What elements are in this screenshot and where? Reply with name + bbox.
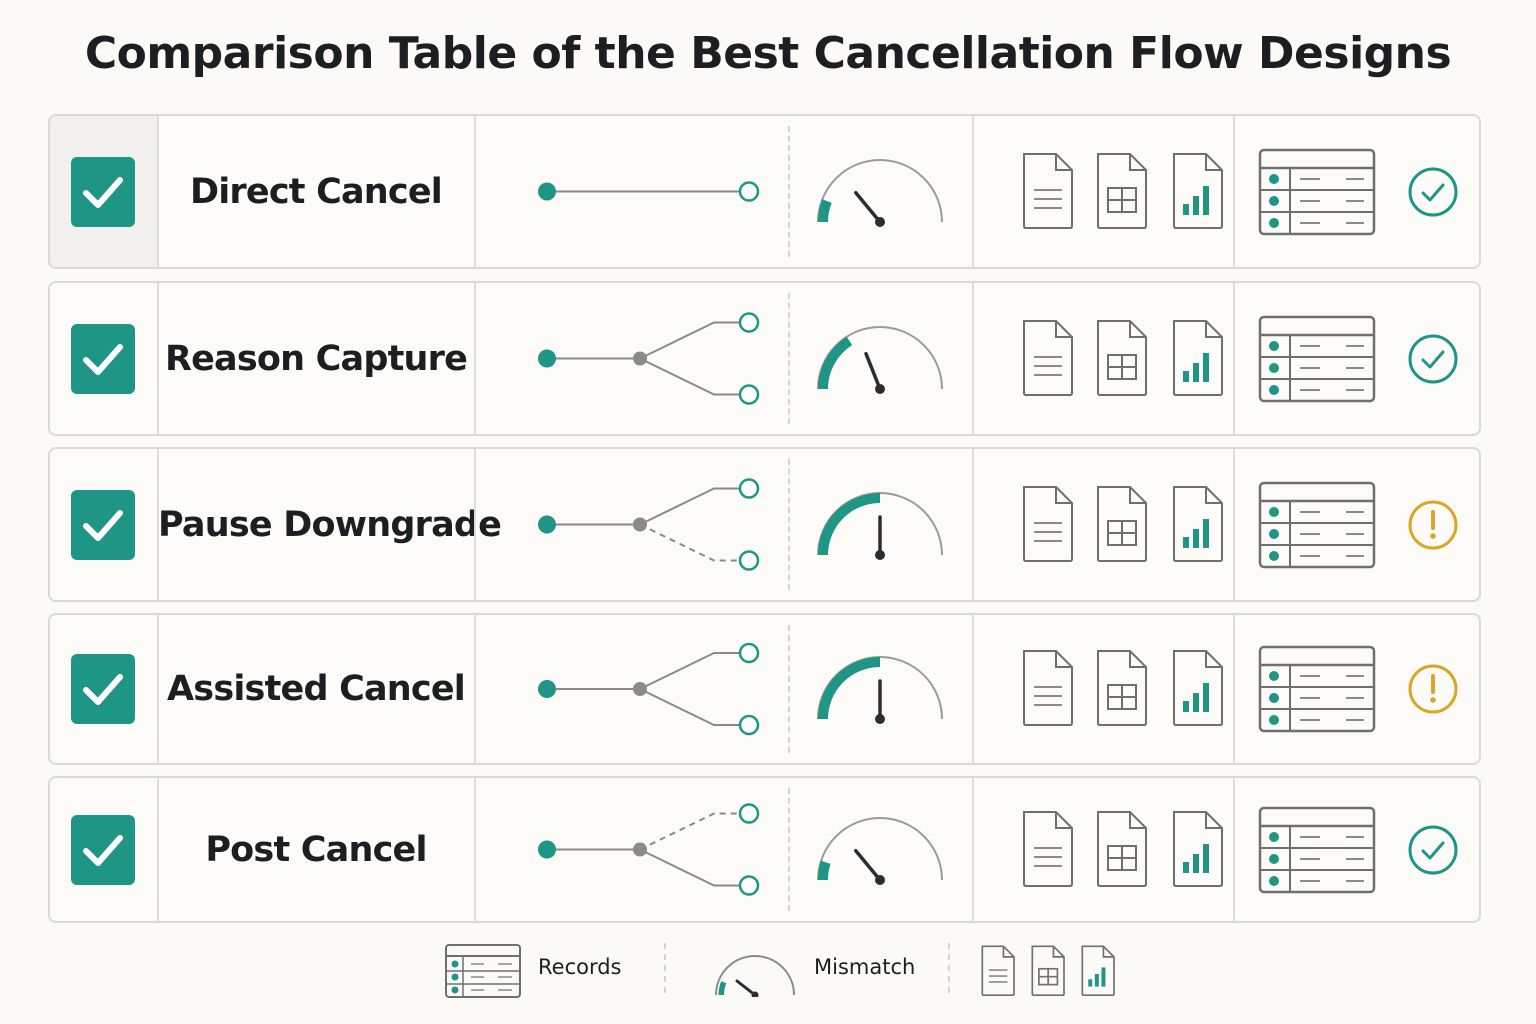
row-checkbox-cell — [50, 116, 157, 267]
row-checkbox-cell — [50, 778, 157, 921]
table-row: Pause Downgrade — [48, 447, 1481, 602]
page-title: Comparison Table of the Best Cancellatio… — [84, 28, 1452, 79]
documents-legend-icon — [981, 945, 1115, 996]
document-icons — [1023, 319, 1223, 396]
records-icon — [1258, 315, 1376, 402]
flow-diagram — [538, 312, 760, 405]
row-checkbox-cell — [50, 615, 157, 763]
mismatch-gauge — [817, 158, 943, 227]
records-legend-icon — [445, 944, 521, 998]
checkmark-icon — [83, 176, 123, 208]
table-row: Post Cancel — [48, 776, 1481, 923]
mismatch-gauge — [817, 656, 943, 724]
flow-diagram — [538, 642, 760, 736]
row-checkbox-cell — [50, 449, 157, 600]
checkmark-icon — [83, 343, 123, 375]
document-icons — [1023, 810, 1223, 887]
mismatch-legend-label: Mismatch — [814, 955, 916, 979]
records-legend-label: Records — [538, 955, 622, 979]
table-row: Reason Capture — [48, 281, 1481, 436]
mismatch-gauge — [817, 816, 943, 885]
check-circle-icon — [1408, 167, 1458, 216]
mismatch-legend-gauge-icon — [715, 955, 795, 997]
table-row: Assisted Cancel — [48, 613, 1481, 765]
check-circle-icon — [1408, 825, 1458, 874]
checkmark-icon — [83, 674, 123, 705]
legend: Records Mismatch — [0, 935, 1536, 1015]
document-icons — [1023, 152, 1223, 229]
checkmark-icon — [83, 509, 123, 541]
mismatch-gauge — [817, 491, 943, 560]
row-checkbox-cell — [50, 283, 157, 434]
flow-diagram — [538, 478, 760, 571]
exclamation-circle-icon — [1408, 664, 1458, 714]
flow-diagram — [538, 803, 760, 896]
exclamation-circle-icon — [1408, 500, 1458, 549]
flow-name: Direct Cancel — [189, 171, 443, 212]
flow-name: Assisted Cancel — [167, 669, 466, 709]
row-checkbox[interactable] — [71, 323, 135, 394]
records-icon — [1258, 645, 1376, 733]
row-checkbox[interactable] — [71, 156, 135, 227]
flow-name: Pause Downgrade — [158, 504, 502, 545]
mismatch-gauge — [817, 325, 943, 394]
flow-name: Post Cancel — [205, 829, 427, 870]
row-checkbox[interactable] — [71, 489, 135, 560]
records-icon — [1258, 148, 1376, 235]
row-checkbox[interactable] — [71, 814, 135, 885]
table-row: Direct Cancel — [48, 114, 1481, 269]
document-icons — [1023, 650, 1223, 726]
flow-name: Reason Capture — [164, 338, 468, 379]
records-icon — [1258, 806, 1376, 893]
document-icons — [1023, 485, 1223, 562]
check-circle-icon — [1408, 334, 1458, 383]
row-checkbox[interactable] — [71, 654, 135, 724]
checkmark-icon — [83, 834, 123, 866]
records-icon — [1258, 481, 1376, 568]
flow-diagram — [538, 181, 760, 202]
